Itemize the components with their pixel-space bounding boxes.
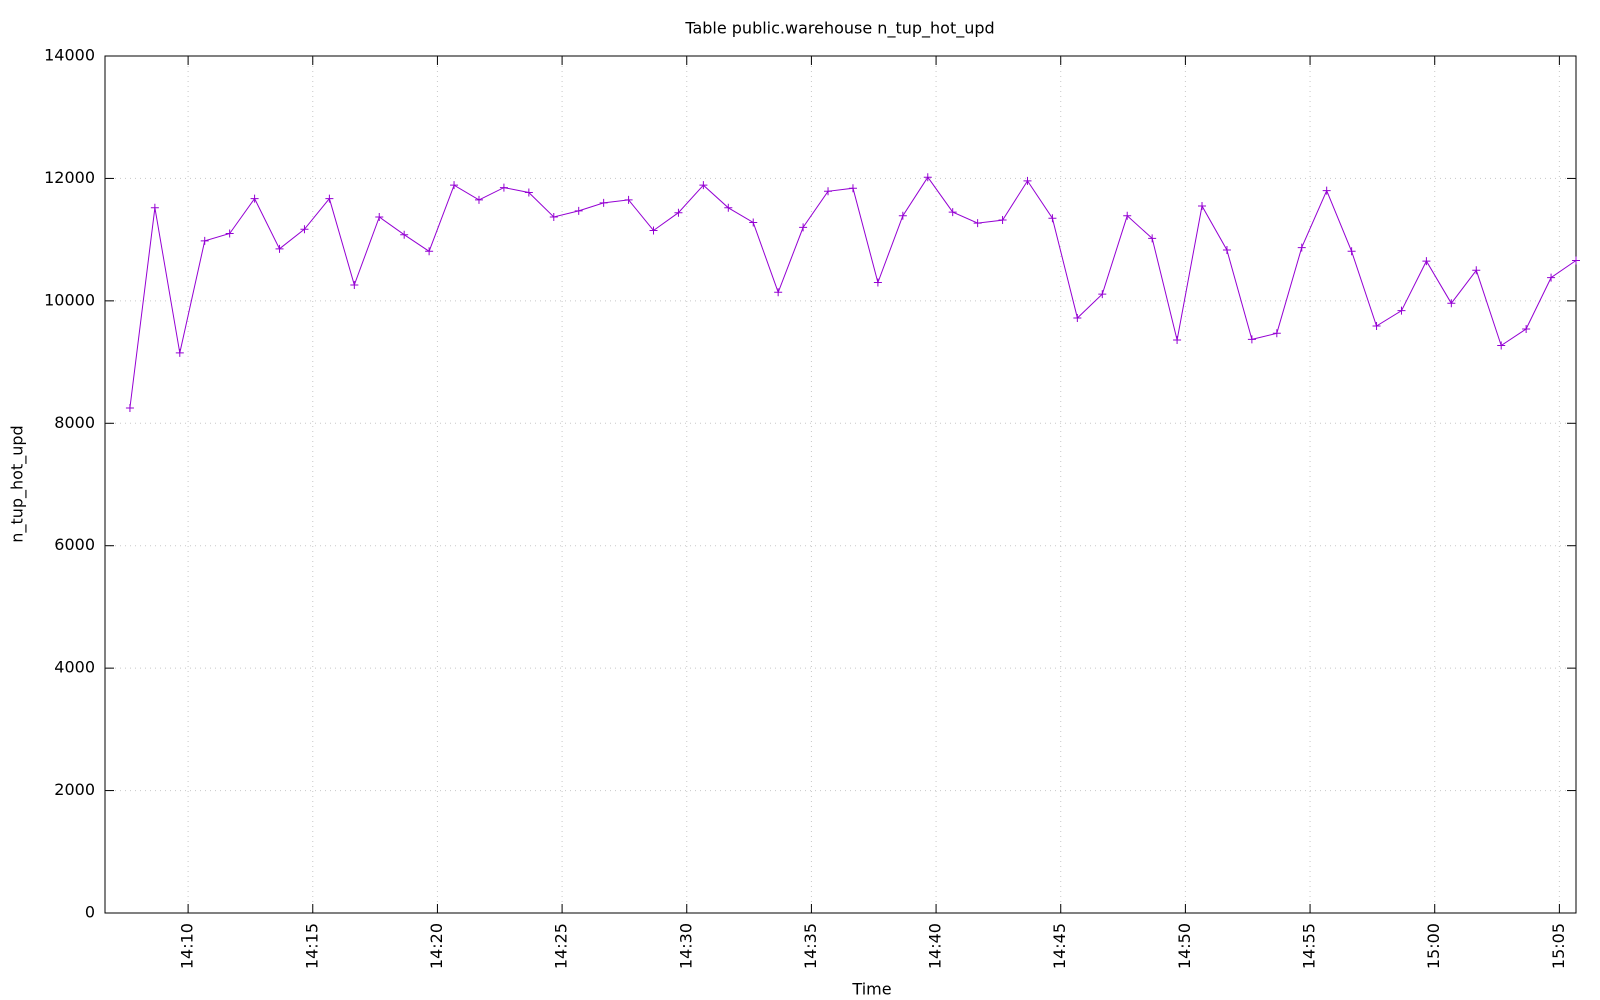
y-tick-label: 8000 [54, 413, 95, 432]
data-point [1497, 341, 1506, 350]
data-point [1372, 321, 1381, 330]
data-point [1322, 186, 1331, 195]
x-tick-label: 14:50 [1175, 923, 1194, 969]
y-tick-label: 6000 [54, 535, 95, 554]
chart-title: Table public.warehouse n_tup_hot_upd [684, 19, 994, 39]
data-point [1472, 266, 1481, 275]
data-point [275, 244, 284, 253]
y-tick-label: 0 [85, 903, 95, 922]
x-tick-label: 14:40 [926, 923, 945, 969]
data-point [350, 280, 359, 289]
y-axis-label: n_tup_hot_upd [8, 425, 28, 542]
data-point [1247, 335, 1256, 344]
y-tick-label: 14000 [44, 46, 95, 65]
data-point [150, 203, 159, 212]
data-point [499, 183, 508, 192]
x-axis-label: Time [851, 980, 891, 999]
data-point [824, 187, 833, 196]
data-point [1123, 211, 1132, 220]
data-point [549, 212, 558, 221]
data-point [1023, 176, 1032, 185]
data-point [649, 226, 658, 235]
data-point [873, 278, 882, 287]
data-point [973, 219, 982, 228]
y-tick-label: 10000 [44, 290, 95, 309]
x-tick-label: 14:20 [427, 923, 446, 969]
data-point [524, 188, 533, 197]
data-point [799, 223, 808, 232]
data-point [425, 247, 434, 256]
data-point [923, 173, 932, 182]
data-line [129, 176, 1577, 409]
data-point [400, 230, 409, 239]
data-point [175, 348, 184, 357]
data-point [624, 195, 633, 204]
data-point [898, 211, 907, 220]
x-tick-label: 14:30 [676, 923, 695, 969]
data-point [1198, 201, 1207, 210]
data-point [724, 203, 733, 212]
data-point [674, 208, 683, 217]
data-point [699, 181, 708, 190]
data-point [1173, 336, 1182, 345]
data-point [450, 181, 459, 190]
data-point [225, 229, 234, 238]
data-point [1397, 306, 1406, 315]
data-point [1048, 214, 1057, 223]
x-tick-label: 14:15 [302, 923, 321, 969]
x-tick-label: 14:45 [1050, 923, 1069, 969]
x-tick-label: 14:25 [552, 923, 571, 969]
data-point [1297, 243, 1306, 252]
data-point [749, 218, 758, 227]
data-point [1073, 313, 1082, 322]
y-tick-label: 12000 [44, 168, 95, 187]
data-point [848, 184, 857, 193]
data-point [574, 206, 583, 215]
data-point [1447, 299, 1456, 308]
data-point [1522, 325, 1531, 334]
data-point [1572, 256, 1580, 265]
data-point [1222, 246, 1231, 255]
data-point [1272, 329, 1281, 338]
data-point [250, 194, 259, 203]
y-tick-label: 2000 [54, 780, 95, 799]
data-point [1547, 273, 1556, 282]
data-point [1422, 257, 1431, 266]
data-point [1148, 234, 1157, 243]
data-point [474, 195, 483, 204]
data-point [125, 403, 134, 412]
data-point [300, 225, 309, 234]
data-point [375, 212, 384, 221]
x-tick-label: 14:35 [801, 923, 820, 969]
y-tick-label: 4000 [54, 658, 95, 677]
data-point [948, 208, 957, 217]
data-point [200, 236, 209, 245]
data-point [774, 288, 783, 297]
x-tick-label: 14:10 [178, 923, 197, 969]
data-point [599, 198, 608, 207]
data-point [998, 216, 1007, 225]
x-tick-label: 14:55 [1300, 923, 1319, 969]
x-tick-label: 15:00 [1424, 923, 1443, 969]
plot-frame [104, 55, 1577, 914]
data-point [1098, 290, 1107, 299]
x-tick-label: 15:05 [1549, 923, 1568, 969]
data-point [1347, 247, 1356, 256]
data-point [325, 194, 334, 203]
